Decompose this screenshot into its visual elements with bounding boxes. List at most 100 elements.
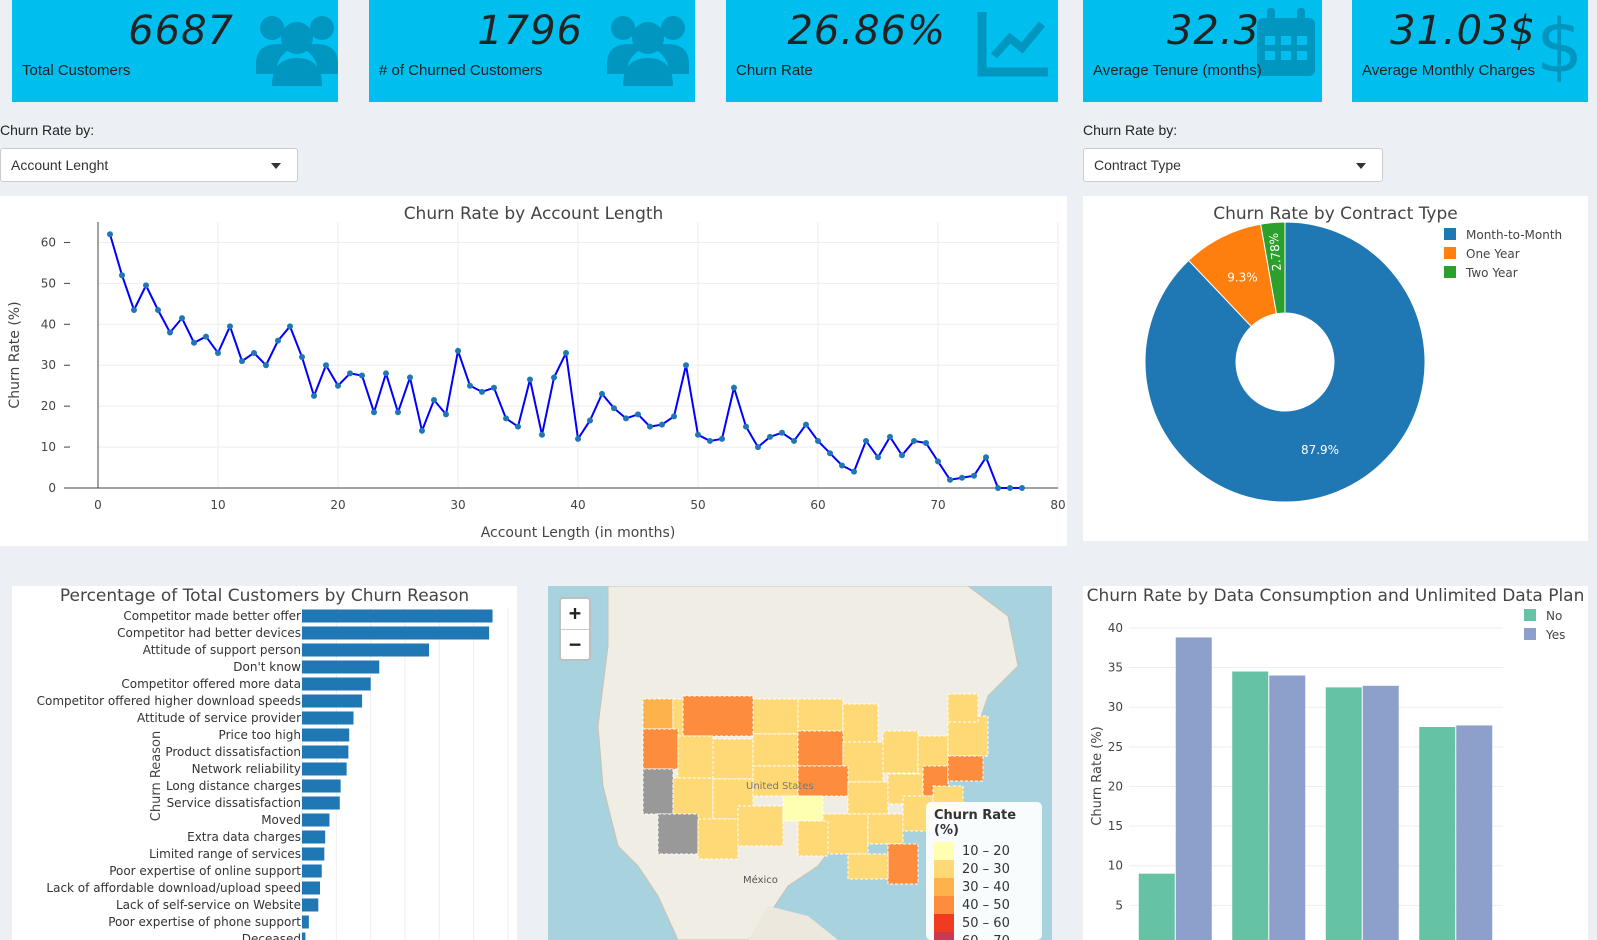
category-label: Long distance charges bbox=[166, 779, 301, 793]
legend-swatch bbox=[934, 842, 954, 860]
data-point bbox=[107, 231, 113, 238]
data-point bbox=[479, 388, 485, 395]
data-point bbox=[299, 354, 305, 361]
svg-text:$: $ bbox=[1536, 8, 1582, 82]
legend-swatch bbox=[1444, 266, 1456, 278]
bar bbox=[302, 745, 349, 759]
y-axis-title: Churn Rate (%) bbox=[7, 301, 23, 408]
bar bbox=[302, 915, 309, 929]
legend-swatch bbox=[1444, 247, 1456, 259]
data-point bbox=[755, 444, 761, 451]
data-point bbox=[803, 421, 809, 428]
state-region bbox=[682, 695, 754, 737]
category-label: Attitude of service provider bbox=[137, 711, 301, 725]
data-point bbox=[191, 339, 197, 346]
map-label-mexico: México bbox=[743, 874, 778, 886]
category-label: Attitude of support person bbox=[143, 643, 301, 657]
legend-label: No bbox=[1546, 609, 1562, 623]
y-tick-label: 10 bbox=[1108, 859, 1123, 873]
state-region bbox=[947, 755, 984, 782]
churn-map[interactable]: United States México bbox=[548, 586, 1052, 940]
data-point bbox=[431, 397, 437, 404]
state-region bbox=[797, 698, 844, 732]
state-region bbox=[797, 730, 844, 767]
map-legend-item: 30 – 40 bbox=[934, 878, 1034, 896]
kpi-card: 26.86% Churn Rate bbox=[726, 0, 1058, 102]
state-region bbox=[887, 843, 919, 885]
kpi-label: Total Customers bbox=[22, 62, 131, 79]
chart-title: Churn Rate by Account Length bbox=[403, 204, 664, 224]
data-point bbox=[923, 439, 929, 446]
data-point bbox=[839, 462, 845, 469]
x-tick-label: 10 bbox=[210, 498, 225, 512]
data-point bbox=[659, 421, 665, 428]
kpi-value: 32.3 bbox=[1166, 8, 1260, 54]
legend-label: Month-to-Month bbox=[1466, 228, 1562, 242]
x-tick-label: 20 bbox=[330, 498, 345, 512]
data-point bbox=[1007, 485, 1013, 491]
data-point bbox=[719, 435, 725, 442]
bar bbox=[302, 796, 340, 810]
y-axis-title: Churn Reason bbox=[149, 731, 164, 821]
bar bbox=[1325, 687, 1362, 940]
dropdown-value: Account Lenght bbox=[11, 157, 109, 173]
state-region bbox=[642, 768, 674, 815]
kpi-value: 26.86% bbox=[787, 8, 946, 54]
state-region bbox=[712, 738, 754, 780]
data-point bbox=[143, 282, 149, 289]
data-point bbox=[731, 384, 737, 391]
y-tick-label: 15 bbox=[1108, 819, 1123, 833]
legend-swatch bbox=[934, 896, 954, 914]
zoom-in-button[interactable]: + bbox=[568, 601, 582, 625]
state-region bbox=[842, 703, 879, 743]
data-point bbox=[383, 370, 389, 377]
dropdown-label-right: Churn Rate by: bbox=[1083, 122, 1178, 138]
legend-label: 40 – 50 bbox=[962, 897, 1010, 913]
kpi-card: 6687 Total Customers bbox=[12, 0, 338, 102]
data-point bbox=[815, 437, 821, 444]
bar bbox=[1175, 637, 1212, 940]
bar bbox=[302, 881, 321, 895]
data-point bbox=[491, 384, 497, 391]
users-icon bbox=[603, 8, 693, 92]
data-point bbox=[323, 362, 329, 369]
map-legend: Churn Rate (%) 10 – 20 20 – 30 30 – 40 40 –… bbox=[926, 802, 1042, 940]
category-label: Service dissatisfaction bbox=[167, 796, 301, 810]
data-point bbox=[707, 437, 713, 444]
data-point bbox=[251, 349, 257, 356]
data-point bbox=[539, 431, 545, 438]
x-tick-label: 30 bbox=[450, 498, 465, 512]
chart-title: Churn Rate by Contract Type bbox=[1213, 204, 1458, 224]
account-length-dropdown[interactable]: Account Lenght bbox=[0, 148, 298, 182]
data-point bbox=[443, 411, 449, 418]
legend-swatch bbox=[934, 914, 954, 932]
category-label: Lack of self-service on Website bbox=[116, 898, 301, 912]
map-legend-item: 20 – 30 bbox=[934, 860, 1034, 878]
data-point bbox=[1019, 485, 1025, 491]
category-label: Network reliability bbox=[192, 762, 301, 776]
state-region bbox=[882, 730, 919, 774]
y-tick-label: 5 bbox=[1115, 898, 1123, 912]
bar bbox=[302, 694, 363, 708]
y-axis-title: Churn Rate (%) bbox=[1090, 726, 1105, 825]
state-region bbox=[752, 733, 799, 767]
chart-title: Percentage of Total Customers by Churn R… bbox=[59, 586, 470, 606]
category-label: Competitor had better devices bbox=[117, 626, 301, 640]
slice-label: 2.78% bbox=[1267, 232, 1284, 271]
data-point bbox=[947, 476, 953, 483]
data-point bbox=[875, 454, 881, 461]
x-tick-label: 0 bbox=[94, 498, 102, 512]
bar bbox=[302, 728, 350, 742]
state-region bbox=[797, 820, 829, 857]
y-tick-label: 35 bbox=[1108, 661, 1123, 675]
y-tick-label: 10 bbox=[41, 440, 56, 454]
bar bbox=[302, 932, 306, 940]
data-point bbox=[971, 472, 977, 479]
data-point bbox=[527, 376, 533, 383]
bar bbox=[302, 847, 325, 861]
category-label: Competitor offered more data bbox=[121, 677, 301, 691]
data-point bbox=[863, 437, 869, 444]
contract-type-dropdown[interactable]: Contract Type bbox=[1083, 148, 1383, 182]
zoom-out-button[interactable]: − bbox=[561, 629, 589, 659]
bar bbox=[1419, 727, 1456, 940]
